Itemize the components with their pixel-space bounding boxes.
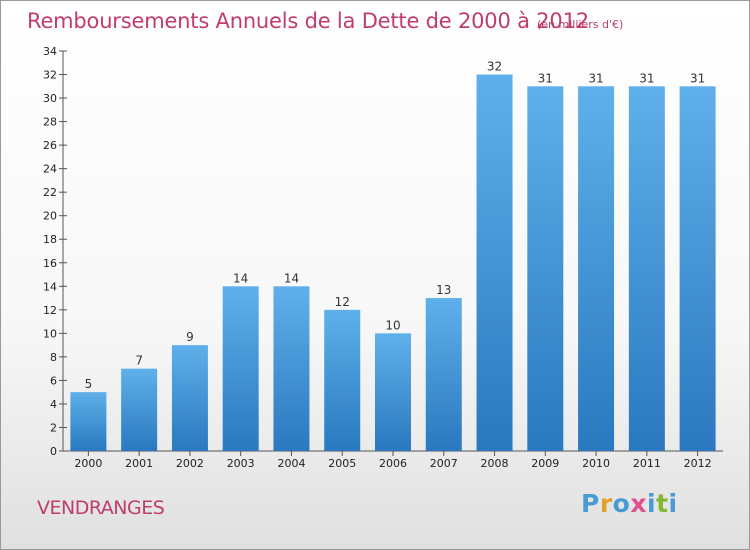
y-tick-label: 6 [50, 374, 57, 387]
y-tick-label: 30 [43, 92, 57, 105]
logo-letter: o [612, 489, 631, 518]
bar-2000 [70, 392, 107, 451]
x-tick-label: 2007 [430, 457, 458, 470]
logo-letter: t [656, 489, 669, 518]
x-tick-label: 2009 [531, 457, 559, 470]
x-tick-label: 2010 [582, 457, 610, 470]
bar-2012 [679, 86, 716, 451]
value-label-2000: 5 [85, 377, 93, 391]
bar-2011 [628, 86, 665, 451]
y-tick-label: 2 [50, 421, 57, 434]
value-label-2008: 32 [487, 60, 502, 74]
y-tick-label: 28 [43, 116, 57, 129]
x-tick-label: 2000 [74, 457, 102, 470]
logo-letter: P [581, 489, 600, 518]
x-tick-label: 2011 [633, 457, 661, 470]
y-tick-label: 20 [43, 210, 57, 223]
bar-2006 [375, 333, 411, 451]
x-tick-label: 2008 [481, 457, 509, 470]
value-label-2005: 12 [335, 295, 350, 309]
bar-2007 [425, 298, 462, 451]
proxiti-logo: Proxiti [581, 489, 678, 518]
x-tick-label: 2002 [176, 457, 204, 470]
value-label-2009: 31 [538, 71, 553, 85]
chart-title: Remboursements Annuels de la Dette de 20… [27, 9, 589, 33]
value-label-2010: 31 [588, 71, 603, 85]
value-label-2011: 31 [639, 71, 654, 85]
y-tick-label: 34 [43, 45, 57, 58]
x-tick-label: 2003 [227, 457, 255, 470]
bar-2010 [578, 86, 615, 451]
value-label-2007: 13 [436, 283, 451, 297]
value-label-2004: 14 [284, 271, 299, 285]
x-tick-label: 2001 [125, 457, 153, 470]
x-tick-label: 2012 [684, 457, 712, 470]
logo-letter: i [668, 489, 678, 518]
y-tick-label: 26 [43, 139, 57, 152]
bar-2009 [527, 86, 564, 451]
x-tick-label: 2006 [379, 457, 407, 470]
commune-name: VENDRANGES [37, 497, 165, 519]
y-tick-label: 32 [43, 69, 57, 82]
y-tick-label: 12 [43, 304, 57, 317]
x-tick-label: 2005 [328, 457, 356, 470]
chart-subtitle: (en milliers d'€) [537, 18, 624, 31]
y-tick-label: 22 [43, 186, 57, 199]
y-tick-label: 10 [43, 327, 57, 340]
bar-2005 [324, 309, 361, 451]
y-tick-label: 0 [50, 445, 57, 458]
bar-2002 [171, 345, 208, 451]
chart-value-labels: 5 7 9 14 14 12 10 13 32 31 31 31 31 [85, 60, 706, 392]
y-tick-label: 14 [43, 280, 57, 293]
logo-letter: r [599, 489, 613, 518]
value-label-2006: 10 [385, 318, 400, 332]
value-label-2012: 31 [690, 71, 705, 85]
y-tick-label: 16 [43, 257, 57, 270]
value-label-2002: 9 [186, 330, 194, 344]
bar-2003 [222, 286, 259, 451]
logo-letter: i [647, 489, 657, 518]
y-tick-label: 8 [50, 351, 57, 364]
y-tick-label: 18 [43, 233, 57, 246]
value-label-2001: 7 [135, 354, 143, 368]
bar-2004 [273, 286, 310, 451]
y-tick-label: 4 [50, 398, 57, 411]
bar-2001 [121, 368, 158, 451]
value-label-2003: 14 [233, 271, 248, 285]
x-tick-label: 2004 [277, 457, 305, 470]
logo-letter: x [630, 489, 647, 518]
y-tick-label: 24 [43, 163, 57, 176]
bar-2008 [476, 74, 513, 451]
chart-bars [70, 74, 716, 451]
